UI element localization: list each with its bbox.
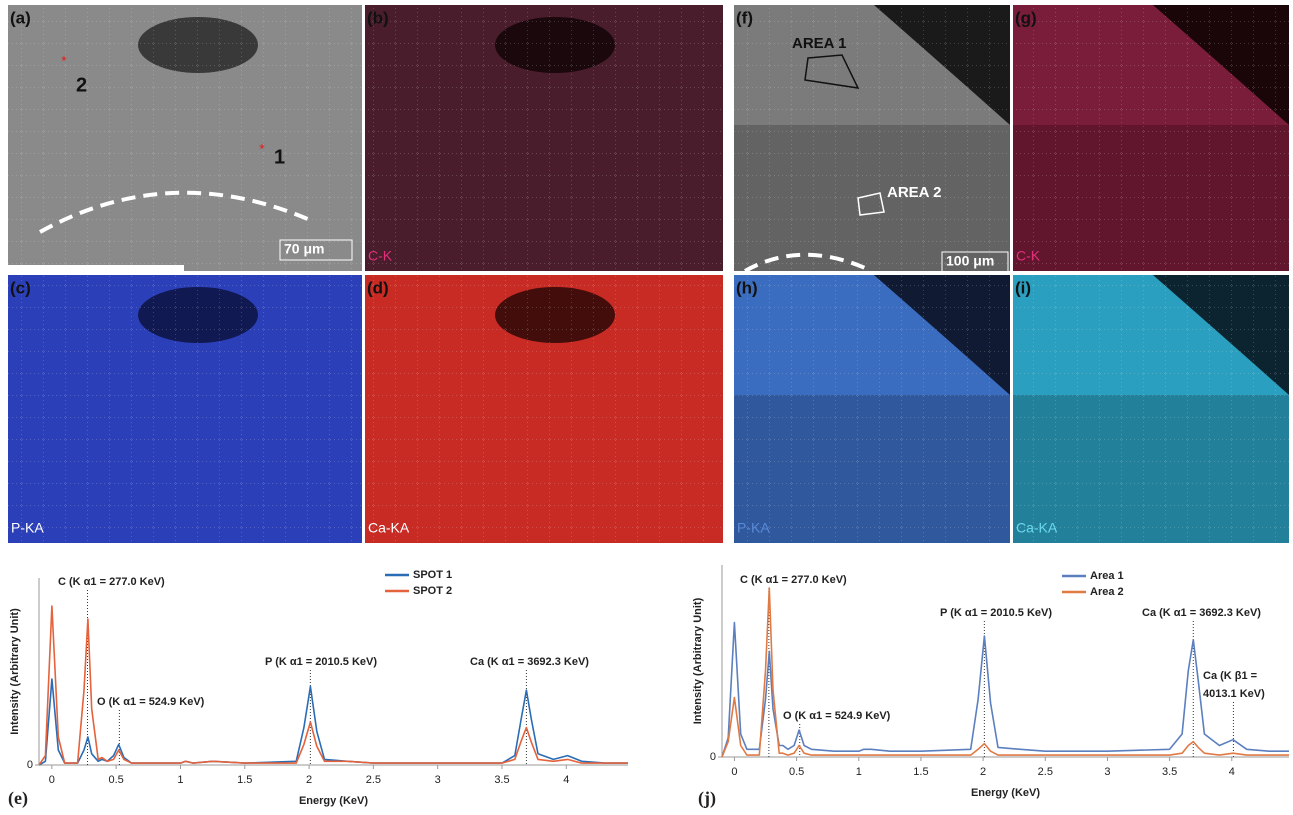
peak-annotation: P (K α1 = 2010.5 KeV) <box>265 656 377 668</box>
x-tick-label: 1 <box>177 774 183 786</box>
x-tick-label: 4 <box>1229 766 1235 778</box>
boundary <box>39 190 311 234</box>
legend-label: SPOT 2 <box>413 585 452 597</box>
scale-box <box>941 251 1009 273</box>
x-tick-label: 0.5 <box>789 766 804 778</box>
scale-bar <box>8 265 184 271</box>
legend-label: Area 2 <box>1090 586 1124 598</box>
grid-overlay <box>734 5 1010 271</box>
area-label: AREA 1 <box>792 35 846 52</box>
area-label: AREA 2 <box>887 184 941 201</box>
x-tick-label: 1.5 <box>237 774 252 786</box>
peak-annotation: Ca (K α1 = 3692.3 KeV) <box>1142 607 1261 619</box>
panel-label: (f) <box>736 8 753 27</box>
peak-annotation: C (K α1 = 277.0 KeV) <box>740 574 847 586</box>
legend-label: Area 1 <box>1090 570 1124 582</box>
y-tick-label: 0 <box>710 751 716 763</box>
x-tick-label: 1 <box>856 766 862 778</box>
x-axis-title: Energy (KeV) <box>971 787 1040 799</box>
spectrum-line <box>38 605 628 766</box>
element-tag: C-K <box>1016 248 1041 264</box>
spectrum-line <box>721 621 1289 758</box>
x-tick-label: 2.5 <box>366 774 381 786</box>
peak-annotation: P (K α1 = 2010.5 KeV) <box>940 607 1052 619</box>
grid-overlay <box>365 5 723 271</box>
x-tick-label: 2.5 <box>1038 766 1053 778</box>
x-tick-label: 3 <box>1104 766 1110 778</box>
x-tick-label: 0.5 <box>109 774 124 786</box>
grid-overlay <box>365 275 723 543</box>
x-tick-label: 4 <box>563 774 569 786</box>
grid-overlay <box>734 275 1010 543</box>
chart-label: (e) <box>8 788 28 809</box>
spot-label: 2 <box>76 74 87 96</box>
panel-label: (b) <box>367 8 389 27</box>
x-tick-label: 3 <box>435 774 441 786</box>
panel-label: (h) <box>736 278 758 297</box>
peak-annotation: 4013.1 KeV) <box>1203 688 1265 700</box>
x-axis-title: Energy (KeV) <box>299 795 368 807</box>
x-tick-label: 3.5 <box>494 774 509 786</box>
panel-label: (d) <box>367 278 389 297</box>
area-outline <box>804 54 860 89</box>
peak-annotation: Ca (K α1 = 3692.3 KeV) <box>470 656 589 668</box>
element-tag: P-KA <box>737 520 770 536</box>
scale-label: 100 μm <box>946 253 994 269</box>
grid-overlay <box>1013 5 1289 271</box>
grid-overlay <box>8 5 362 271</box>
y-axis-title: Intensity (Arbitrary Unit) <box>9 608 21 735</box>
x-tick-label: 0 <box>731 766 737 778</box>
chart-label: (j) <box>698 788 716 809</box>
x-tick-label: 2 <box>980 766 986 778</box>
panel-label: (i) <box>1015 278 1031 297</box>
peak-annotation: O (K α1 = 524.9 KeV) <box>97 696 205 708</box>
element-tag: Ca-KA <box>368 520 410 536</box>
grid-overlay <box>8 275 362 543</box>
scale-box <box>279 239 353 261</box>
x-tick-label: 1.5 <box>913 766 928 778</box>
element-tag: Ca-KA <box>1016 520 1058 536</box>
scale-label: 70 μm <box>284 241 324 257</box>
element-tag: P-KA <box>11 520 44 536</box>
y-tick-label: 0 <box>27 759 33 771</box>
x-tick-label: 2 <box>306 774 312 786</box>
peak-annotation: O (K α1 = 524.9 KeV) <box>783 710 891 722</box>
y-axis-title: Intensity (Arbitrary Unit) <box>692 597 704 724</box>
element-tag: C-K <box>368 248 393 264</box>
spot-star: * <box>259 141 265 157</box>
panel-label: (c) <box>10 278 31 297</box>
panel-label: (a) <box>10 8 31 27</box>
peak-annotation: C (K α1 = 277.0 KeV) <box>58 576 165 588</box>
panel-label: (g) <box>1015 8 1037 27</box>
grid-overlay <box>1013 275 1289 543</box>
spot-label: 1 <box>274 146 285 168</box>
spot-star: * <box>61 53 67 69</box>
x-tick-label: 3.5 <box>1162 766 1177 778</box>
peak-annotation: Ca (K β1 = <box>1203 670 1257 682</box>
boundary <box>744 252 866 273</box>
area-outline <box>857 192 885 216</box>
spectrum-line <box>38 678 628 766</box>
spectrum-line <box>721 587 1289 758</box>
legend-label: SPOT 1 <box>413 569 452 581</box>
x-tick-label: 0 <box>49 774 55 786</box>
